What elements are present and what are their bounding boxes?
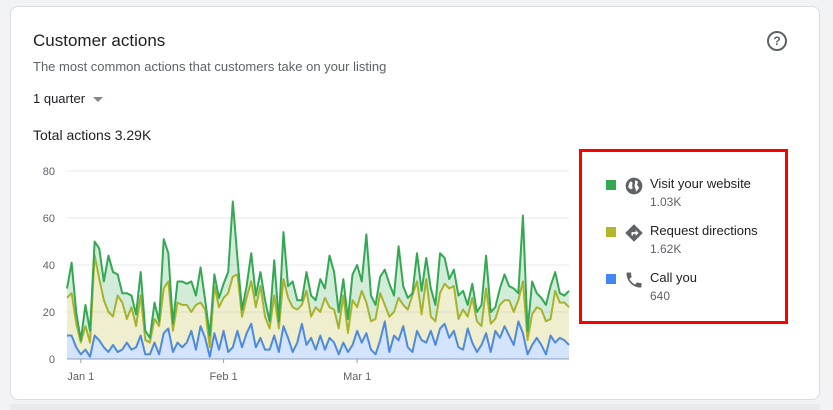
help-icon[interactable]: ?	[767, 31, 787, 51]
legend-label-directions: Request directions	[650, 223, 758, 238]
phone-icon	[626, 272, 642, 288]
y-tick-label: 0	[49, 354, 55, 366]
total-actions: Total actions 3.29K	[33, 127, 152, 143]
legend-value-directions: 1.62K	[650, 242, 682, 256]
actions-chart: 0 20 40 60 80 Jan 1 Feb 1 Mar 1	[43, 166, 570, 383]
legend-label-website: Visit your website	[650, 176, 751, 191]
period-dropdown[interactable]: 1 quarter	[33, 91, 104, 106]
help-icon-glyph: ?	[773, 34, 781, 48]
legend-swatch-website	[606, 180, 616, 190]
series-line-request-directions	[66, 254, 570, 349]
x-tick-label: Mar 1	[343, 371, 371, 383]
x-tick-label: Feb 1	[210, 371, 238, 383]
y-tick-label: 20	[43, 307, 55, 319]
series-area-request-directions	[67, 255, 569, 357]
bottom-divider	[10, 404, 820, 410]
series-area-visit-your-website	[67, 201, 569, 348]
legend-swatch-directions	[606, 227, 616, 237]
chevron-down-icon	[93, 97, 104, 102]
legend-value-website: 1.03K	[650, 195, 682, 209]
customer-actions-card: Customer actions The most common actions…	[10, 6, 820, 400]
y-tick-label: 40	[43, 260, 55, 272]
legend-highlight-box: Visit your website 1.03K Request directi…	[579, 149, 788, 324]
series-line-visit-your-website	[66, 200, 570, 342]
period-label: 1 quarter	[33, 91, 86, 106]
series-area-call-you	[67, 321, 569, 359]
series-line-call-you	[67, 320, 570, 358]
legend-swatch-call	[606, 274, 616, 284]
y-tick-label: 60	[43, 213, 55, 225]
x-tick-label: Jan 1	[67, 371, 94, 383]
legend-label-call: Call you	[650, 270, 697, 285]
globe-icon	[625, 177, 643, 195]
card-title: Customer actions	[33, 31, 166, 50]
y-tick-label: 80	[43, 166, 55, 178]
directions-icon	[625, 224, 643, 242]
card-subtitle: The most common actions that customers t…	[33, 59, 387, 74]
legend-value-call: 640	[650, 289, 671, 303]
